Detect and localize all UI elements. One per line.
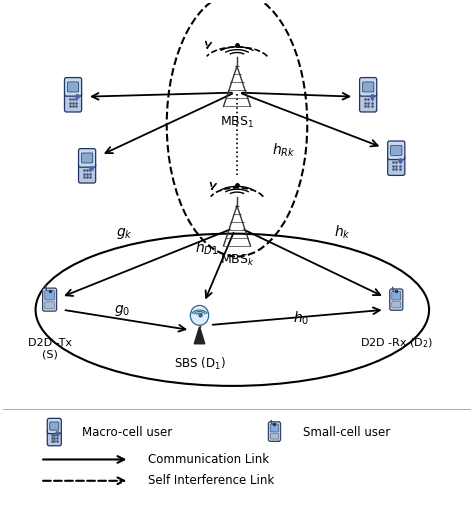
FancyBboxPatch shape: [45, 302, 55, 309]
Text: $h_k$: $h_k$: [334, 223, 351, 241]
Text: MBS$_k$: MBS$_k$: [219, 252, 255, 268]
FancyBboxPatch shape: [392, 291, 401, 300]
Text: Macro-cell user: Macro-cell user: [82, 426, 173, 439]
FancyBboxPatch shape: [360, 92, 377, 112]
FancyBboxPatch shape: [43, 288, 57, 311]
FancyBboxPatch shape: [79, 149, 96, 167]
FancyBboxPatch shape: [67, 82, 79, 92]
Text: $g_0$: $g_0$: [114, 303, 130, 319]
FancyBboxPatch shape: [50, 422, 59, 430]
FancyBboxPatch shape: [360, 77, 377, 96]
Text: Small-cell user: Small-cell user: [302, 426, 390, 439]
FancyBboxPatch shape: [388, 141, 405, 160]
Text: MBS$_1$: MBS$_1$: [220, 114, 254, 129]
FancyBboxPatch shape: [388, 155, 405, 175]
Text: $h_{Rk}$: $h_{Rk}$: [272, 142, 296, 160]
FancyBboxPatch shape: [79, 163, 96, 183]
FancyBboxPatch shape: [47, 419, 61, 433]
FancyBboxPatch shape: [268, 422, 281, 441]
Polygon shape: [194, 327, 205, 344]
FancyBboxPatch shape: [45, 291, 55, 300]
FancyBboxPatch shape: [64, 77, 82, 96]
Text: $g_k$: $g_k$: [116, 226, 133, 241]
FancyBboxPatch shape: [64, 92, 82, 112]
Text: $h_{D1}$: $h_{D1}$: [195, 240, 219, 257]
FancyBboxPatch shape: [392, 302, 401, 308]
FancyBboxPatch shape: [270, 424, 279, 432]
Text: $h_0$: $h_0$: [293, 309, 310, 327]
FancyBboxPatch shape: [391, 145, 402, 155]
FancyBboxPatch shape: [47, 429, 61, 446]
FancyBboxPatch shape: [363, 82, 374, 92]
Circle shape: [191, 305, 209, 325]
FancyBboxPatch shape: [390, 289, 403, 310]
Text: SBS (D$_1$): SBS (D$_1$): [173, 356, 225, 371]
Text: D2D -Tx
(S): D2D -Tx (S): [27, 338, 72, 359]
FancyBboxPatch shape: [270, 433, 279, 439]
Text: Self Interference Link: Self Interference Link: [148, 475, 274, 487]
Text: D2D -Rx (D$_2$): D2D -Rx (D$_2$): [360, 337, 433, 350]
FancyBboxPatch shape: [82, 153, 93, 163]
Text: Communication Link: Communication Link: [148, 453, 269, 466]
